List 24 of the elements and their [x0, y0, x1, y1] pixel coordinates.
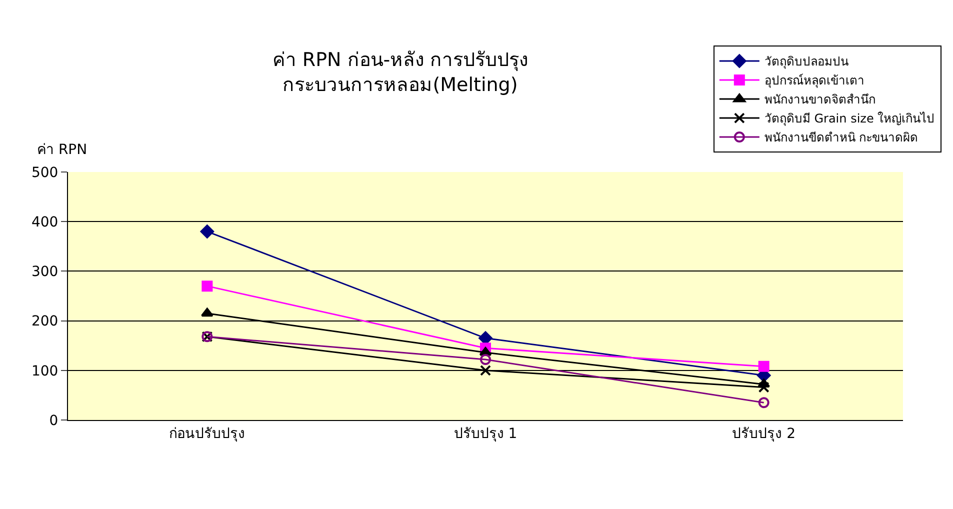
legend-label: วัตถุดิบมี Grain size ใหญ่เกินไป: [764, 112, 935, 127]
y-tick-label: 0: [49, 412, 58, 429]
legend-label: อุปกรณ์หลุดเข้าเตา: [764, 74, 864, 89]
point: [200, 308, 214, 317]
y-tick-label: 500: [31, 164, 58, 181]
y-tick-label: 200: [31, 314, 58, 330]
point: [200, 224, 214, 238]
y-tick-label: 400: [31, 214, 58, 230]
point: [758, 360, 770, 372]
x-tick-label: ปรับปรุง 2: [732, 426, 796, 442]
y-axis-title: ค่า RPN: [37, 142, 88, 158]
legend-label: พนักงานขีดตำหนิ กะขนาดผิด: [764, 130, 918, 145]
point: [202, 280, 213, 292]
point: [758, 382, 770, 393]
point: [480, 364, 491, 376]
point: [480, 354, 491, 365]
x-tick-label: ปรับปรุง 1: [454, 426, 518, 442]
point: [758, 397, 770, 408]
legend-label: วัตถุดิบปลอมปน: [764, 54, 848, 70]
legend-label: พนักงานขาดจิตสำนึก: [764, 92, 876, 107]
chart-title: ค่า RPN ก่อน-หลัง การปรับปรุง กระบวนการหลอม(Melting): [272, 49, 528, 96]
x-tick-label: ก่อนปรับปรุง: [169, 426, 246, 442]
y-tick-label: 100: [31, 363, 58, 380]
y-tick-label: 300: [31, 264, 58, 280]
